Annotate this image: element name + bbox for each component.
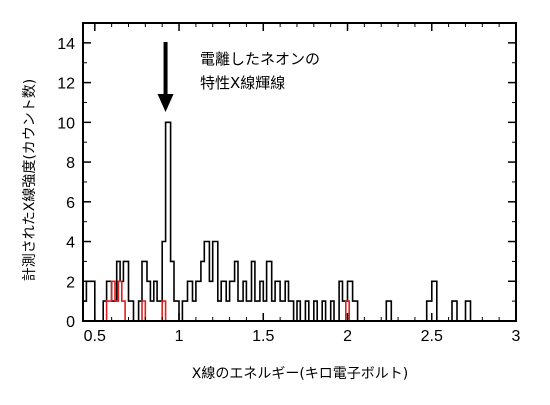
x-tick-label: 3: [512, 328, 521, 345]
plot-frame: [82, 22, 517, 322]
histogram-series-1: [83, 121, 476, 322]
y-tick-label: 12: [57, 76, 75, 93]
y-tick-label: 4: [66, 235, 75, 252]
y-tick-label: 6: [66, 195, 75, 212]
x-tick-label: 2.5: [421, 328, 443, 345]
x-tick-label: 0.5: [84, 328, 106, 345]
y-tick-label: 0: [66, 314, 75, 331]
series-layer: [83, 121, 476, 322]
x-axis-title: X線のエネルギー(キロ電子ボルト): [192, 366, 409, 382]
y-tick-label: 10: [57, 115, 75, 132]
x-tick-label: 1: [175, 328, 184, 345]
annotation: 電離したネオンの 特性X線輝線: [157, 42, 320, 112]
y-tick-label: 8: [66, 155, 75, 172]
y-axis-title: 計測されたX線強度(カウント数): [22, 79, 38, 282]
annotation-line-2: 特性X線輝線: [200, 74, 285, 92]
annotation-arrow-head: [157, 94, 174, 112]
tick-layer: 0.5 1 1.5 2 2.5 3 0 2 4 6 8 10 12 14: [57, 23, 521, 345]
y-tick-label: 2: [66, 274, 75, 291]
x-tick-label: 2: [343, 328, 352, 345]
annotation-line-1: 電離したネオンの: [200, 50, 320, 68]
x-tick-label: 1.5: [252, 328, 274, 345]
y-tick-label: 14: [57, 36, 75, 53]
